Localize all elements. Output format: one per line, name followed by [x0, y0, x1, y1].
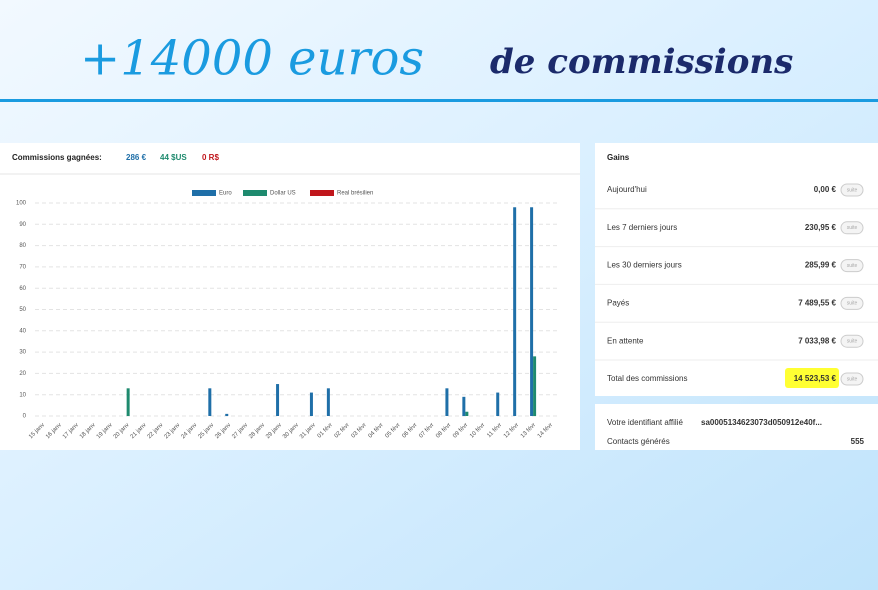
contacts-label: Contacts générés — [607, 437, 670, 446]
bar — [276, 384, 280, 416]
row-label: Payés — [607, 299, 629, 308]
suite-label[interactable]: suite — [847, 339, 858, 345]
suite-label[interactable]: suite — [847, 263, 858, 269]
suite-label[interactable]: suite — [847, 376, 858, 382]
bar — [225, 413, 229, 416]
y-tick-label: 20 — [19, 371, 26, 377]
row-value: 285,99 € — [805, 261, 837, 270]
bar — [326, 388, 330, 416]
legend-label: Euro — [219, 191, 232, 197]
gains-panel — [595, 143, 878, 396]
y-tick-label: 50 — [19, 307, 26, 313]
highlight — [785, 368, 839, 388]
affiliate-panel — [595, 404, 878, 450]
divider — [0, 99, 878, 102]
bar — [513, 207, 517, 416]
y-tick-label: 60 — [19, 286, 26, 292]
contacts-value: 555 — [851, 437, 865, 446]
bar — [208, 388, 212, 416]
bar — [496, 392, 500, 416]
y-tick-label: 70 — [19, 264, 26, 270]
bar — [309, 392, 313, 416]
suite-label[interactable]: suite — [847, 225, 858, 231]
legend-swatch — [192, 190, 216, 196]
suite-button[interactable] — [840, 221, 864, 235]
legend-label: Real brésilien — [337, 191, 373, 197]
total: 0 R$ — [202, 153, 219, 162]
suite-button[interactable] — [840, 183, 864, 197]
suite-label[interactable]: suite — [847, 301, 858, 307]
row-label: Total des commissions — [607, 374, 687, 383]
affiliate-label: Votre identifiant affilié — [607, 418, 683, 427]
total: 286 € — [126, 153, 147, 162]
bar — [530, 207, 534, 416]
row-label: Les 7 derniers jours — [607, 223, 677, 232]
bar — [465, 411, 469, 416]
suite-button[interactable] — [840, 334, 864, 348]
gains-title: Gains — [607, 153, 630, 162]
bar — [445, 388, 449, 416]
row-value: 7 033,98 € — [798, 336, 836, 345]
y-tick-label: 0 — [23, 414, 27, 420]
suite-button[interactable] — [840, 259, 864, 273]
row-label: Les 30 derniers jours — [607, 261, 682, 270]
y-tick-label: 10 — [19, 392, 26, 398]
row-value: 230,95 € — [805, 223, 837, 232]
y-tick-label: 100 — [16, 201, 27, 207]
y-tick-label: 40 — [19, 328, 26, 334]
row-value: 0,00 € — [814, 185, 837, 194]
legend-swatch — [310, 190, 334, 196]
y-tick-label: 30 — [19, 350, 26, 356]
headline-rest: de commissions — [490, 42, 793, 82]
bar — [126, 388, 130, 416]
headline-accent: +14000 euros — [80, 31, 424, 87]
row-value: 7 489,55 € — [798, 299, 836, 308]
suite-button[interactable] — [840, 372, 864, 386]
chart-title: Commissions gagnées: — [12, 153, 102, 162]
legend-swatch — [243, 190, 267, 196]
suite-label[interactable]: suite — [847, 187, 858, 193]
y-tick-label: 80 — [19, 243, 26, 249]
row-label: Aujourd'hui — [607, 185, 647, 194]
suite-button[interactable] — [840, 296, 864, 310]
total: 44 $US — [160, 153, 187, 162]
bar — [533, 356, 537, 416]
y-tick-label: 90 — [19, 222, 26, 228]
chart-panel — [0, 143, 580, 450]
bar — [462, 396, 466, 416]
row-value: 14 523,53 € — [794, 374, 837, 383]
row-label: En attente — [607, 336, 644, 345]
affiliate-id: sa0005134623073d050912e40f... — [701, 418, 822, 427]
legend-label: Dollar US — [270, 191, 296, 197]
